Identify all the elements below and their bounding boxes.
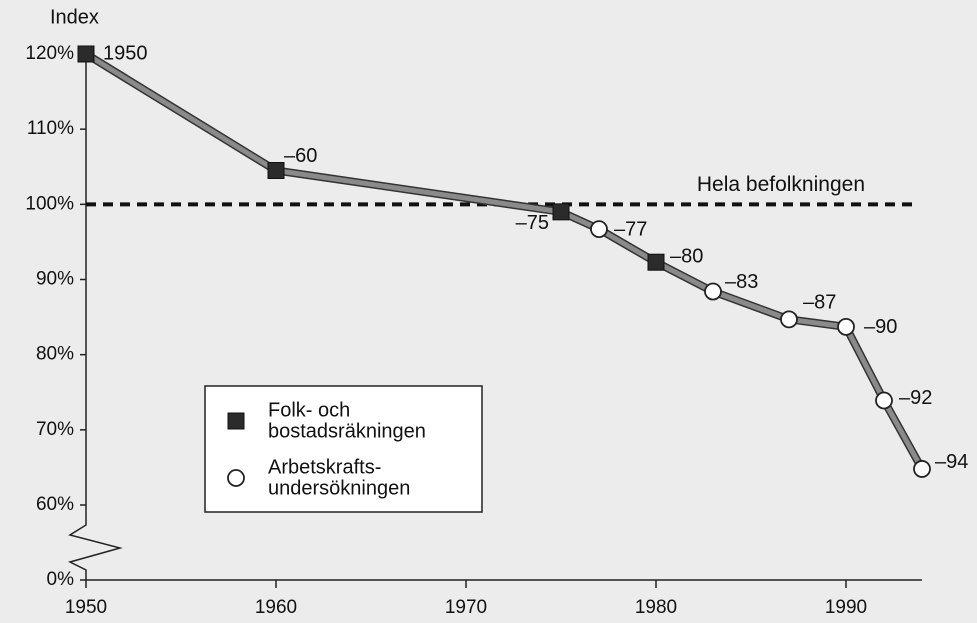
y-tick-label: 70% bbox=[36, 419, 74, 440]
point-label: –80 bbox=[670, 245, 703, 267]
x-tick-label: 1990 bbox=[825, 597, 867, 618]
x-tick-label: 1970 bbox=[445, 597, 487, 618]
point-label: –60 bbox=[284, 145, 317, 167]
y-tick-label: 80% bbox=[36, 344, 74, 365]
point-label: –75 bbox=[516, 212, 549, 234]
point-label: –90 bbox=[864, 316, 897, 338]
point-label: –83 bbox=[725, 271, 758, 293]
point-label: –77 bbox=[614, 218, 647, 240]
square-marker bbox=[647, 253, 665, 271]
legend-label: undersökningen bbox=[268, 477, 410, 499]
y-tick-label: 120% bbox=[25, 43, 74, 64]
square-marker bbox=[552, 203, 570, 221]
y-tick-label: 110% bbox=[27, 118, 74, 139]
y-tick-label: 90% bbox=[36, 269, 74, 290]
y-tick-label: 60% bbox=[36, 494, 74, 515]
circle-marker bbox=[780, 310, 798, 329]
circle-marker bbox=[913, 460, 931, 478]
line bbox=[84, 51, 925, 471]
x-tick-label: 1950 bbox=[65, 597, 107, 618]
x-tick-label: 1980 bbox=[635, 597, 677, 618]
y-tick-label: 100% bbox=[25, 193, 74, 214]
reference-label: Hela befolkningen bbox=[697, 173, 865, 196]
square-marker bbox=[77, 45, 95, 63]
y-axis bbox=[67, 48, 123, 580]
circle-marker bbox=[704, 282, 722, 301]
square-marker bbox=[227, 412, 245, 430]
circle-marker bbox=[590, 220, 608, 239]
legend-box bbox=[204, 385, 483, 513]
legend-label: bostadsräkningen bbox=[268, 420, 426, 442]
point-label: –94 bbox=[935, 451, 968, 473]
legend-label: Arbetskrafts- bbox=[268, 456, 381, 478]
square-marker bbox=[267, 162, 285, 180]
circle-marker bbox=[875, 391, 893, 410]
y-tick-label: 0% bbox=[47, 569, 75, 590]
y-axis-label: Index bbox=[50, 6, 99, 28]
point-label: –87 bbox=[803, 292, 836, 314]
circle-marker bbox=[227, 469, 245, 487]
legend-label: Folk- och bbox=[268, 399, 350, 421]
circle-marker bbox=[837, 317, 855, 336]
point-label: 1950 bbox=[103, 42, 148, 64]
point-label: –92 bbox=[899, 387, 932, 409]
x-tick-label: 1960 bbox=[255, 597, 297, 618]
